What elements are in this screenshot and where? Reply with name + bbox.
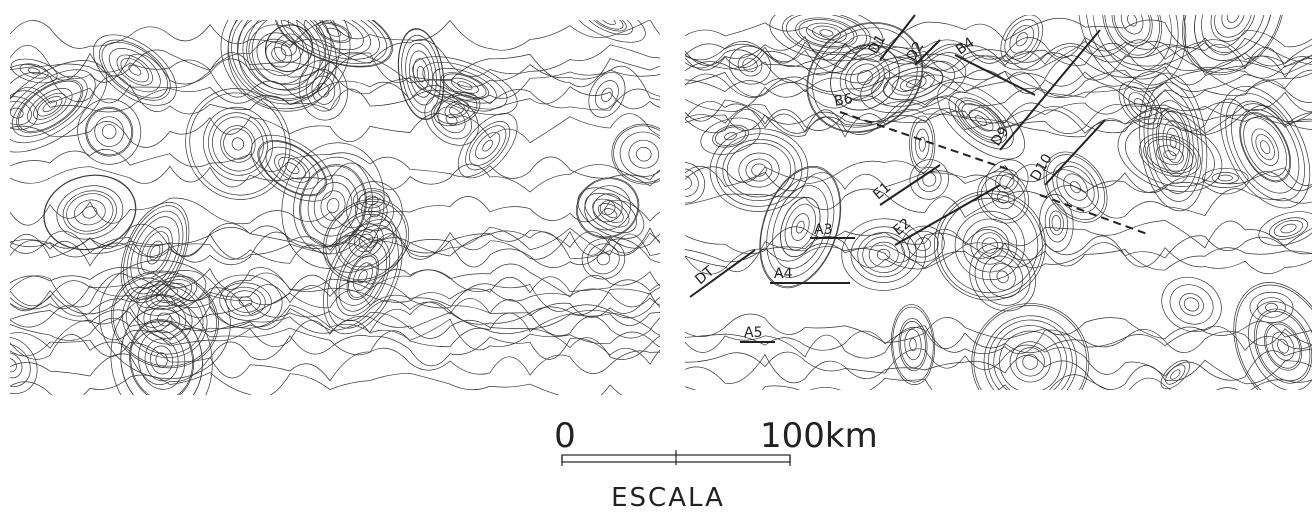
scale-end: 100km (760, 416, 878, 456)
feature-label: A3 (814, 222, 832, 238)
feature-label: A4 (774, 266, 793, 282)
feature-label: B6 (833, 91, 854, 110)
map-figure: D1 D2 B4 B6 D9 D10 E1 E2 A3 A4 A5 DT 0 1… (0, 0, 1312, 513)
scale-title: ESCALA (611, 483, 725, 513)
scale-start: 0 (554, 416, 576, 456)
background (0, 0, 1312, 513)
feature-label: A5 (744, 325, 762, 341)
